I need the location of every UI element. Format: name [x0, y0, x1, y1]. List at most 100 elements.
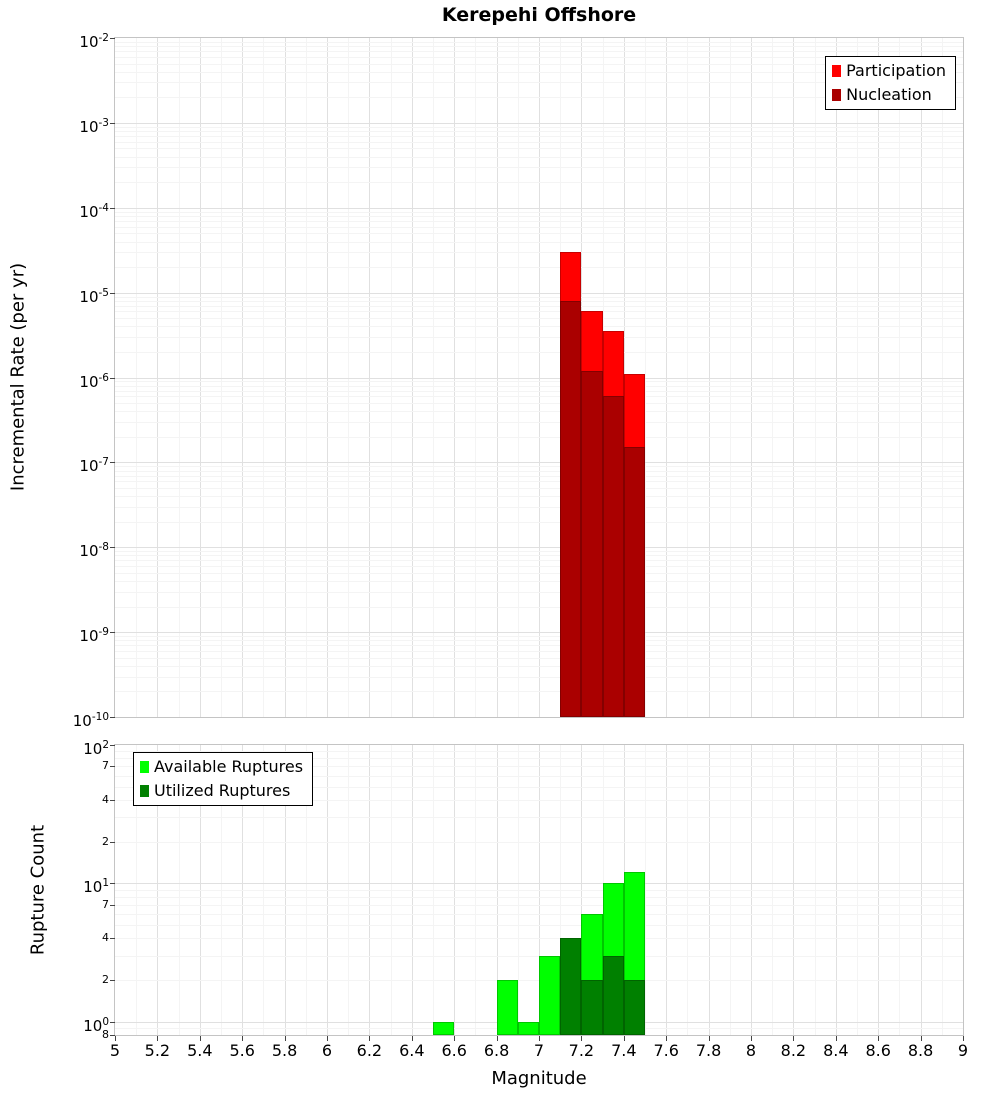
x-tick-label: 6: [321, 1041, 333, 1060]
gridline: [115, 167, 963, 169]
x-tick-label: 6.4: [399, 1041, 425, 1060]
utilized-ruptures-bar: [560, 938, 582, 1035]
x-tick-mark: [242, 1036, 244, 1041]
gridline: [115, 233, 963, 235]
gridline: [115, 182, 963, 184]
y-tick-mark: [110, 1035, 115, 1036]
y-tick-label: 10-3: [79, 116, 109, 136]
gridline: [115, 207, 963, 209]
gridline: [115, 657, 963, 659]
gridline: [115, 475, 963, 477]
gridline: [115, 904, 963, 906]
y-tick-mark: [110, 632, 115, 634]
y-tick-mark: [110, 377, 115, 379]
utilized-ruptures-label: Utilized Ruptures: [154, 781, 291, 800]
x-tick-label: 6.6: [441, 1041, 467, 1060]
y-tick-label: 102: [83, 739, 109, 758]
x-tick-mark: [115, 1036, 116, 1041]
x-tick-label: 5.6: [229, 1041, 255, 1060]
nucleation-bar: [560, 300, 582, 717]
x-tick-label: 5.8: [271, 1041, 298, 1060]
x-tick-label: 5: [109, 1041, 121, 1060]
x-tick-label: 6.2: [356, 1041, 383, 1060]
y-tick-label: 7: [102, 759, 109, 773]
gridline: [115, 126, 963, 128]
gridline: [115, 220, 963, 222]
y-tick-mark: [110, 462, 115, 464]
gridline: [115, 591, 963, 593]
gridline: [115, 252, 963, 254]
gridline: [115, 551, 963, 553]
gridline: [115, 63, 963, 65]
x-tick-label: 8.2: [780, 1041, 807, 1060]
gridline: [115, 640, 963, 642]
gridline: [115, 41, 963, 43]
gridline: [115, 436, 963, 438]
y-tick-label: 10-9: [79, 626, 109, 646]
legend-item-utilized-ruptures: Utilized Ruptures: [140, 781, 303, 801]
x-tick-mark: [284, 1036, 286, 1041]
y-tick-mark: [110, 1021, 115, 1023]
gridline: [115, 506, 963, 508]
gridline: [115, 51, 963, 53]
x-tick-label: 8.6: [865, 1041, 891, 1060]
gridline: [115, 97, 963, 99]
x-tick-label: 7.8: [695, 1041, 722, 1060]
gridline: [115, 632, 963, 634]
gridline: [115, 241, 963, 243]
x-tick-mark: [157, 1036, 159, 1041]
gridline: [115, 883, 963, 885]
gridline: [115, 267, 963, 269]
x-tick-mark: [496, 1036, 498, 1041]
x-tick-mark: [793, 1036, 795, 1041]
available-ruptures-bar: [496, 979, 518, 1035]
gridline: [115, 547, 963, 549]
gridline: [115, 122, 963, 124]
gridline: [115, 896, 963, 898]
gridline: [115, 326, 963, 328]
chart-title: Kerepehi Offshore: [441, 4, 637, 26]
y-tick-label: 4: [102, 793, 109, 807]
y-tick-mark: [110, 938, 115, 940]
gridline: [115, 351, 963, 353]
x-tick-mark: [199, 1036, 201, 1041]
gridline: [115, 636, 963, 637]
x-tick-mark: [835, 1036, 837, 1041]
incremental-rate-axis-label: Incremental Rate (per yr): [7, 262, 29, 492]
y-tick-mark: [110, 904, 115, 906]
x-tick-label: 5.2: [144, 1041, 171, 1060]
gridline: [115, 566, 963, 568]
incremental-rate-plot: [114, 37, 964, 718]
participation-swatch: [832, 65, 842, 77]
gridline: [115, 136, 963, 138]
gridline: [115, 817, 963, 819]
gridline: [115, 691, 963, 693]
participation-label: Participation: [846, 61, 946, 80]
gridline: [115, 650, 963, 652]
x-tick-mark: [327, 1036, 328, 1041]
gridline: [115, 924, 963, 926]
y-tick-mark: [110, 547, 115, 549]
y-tick-mark: [110, 745, 115, 746]
x-tick-mark: [581, 1036, 583, 1041]
available-ruptures-swatch: [140, 761, 149, 773]
gridline: [115, 215, 963, 217]
gridline: [115, 786, 963, 788]
gridline: [115, 572, 963, 574]
y-tick-mark: [110, 979, 115, 981]
gridline: [115, 305, 963, 307]
gridline: [115, 758, 963, 760]
gridline: [115, 300, 963, 302]
y-tick-label: 10-4: [79, 201, 109, 221]
y-tick-mark: [110, 800, 115, 802]
legend-item-available-ruptures: Available Ruptures: [140, 757, 303, 777]
magnitude-axis-label: Magnitude: [491, 1068, 587, 1089]
available-ruptures-bar: [539, 955, 561, 1035]
y-tick-mark: [110, 292, 115, 294]
gridline: [115, 390, 963, 392]
gridline: [115, 665, 963, 667]
gridline: [115, 470, 963, 472]
x-tick-mark: [369, 1036, 371, 1041]
x-tick-label: 5.4: [187, 1041, 213, 1060]
gridline: [115, 487, 963, 489]
